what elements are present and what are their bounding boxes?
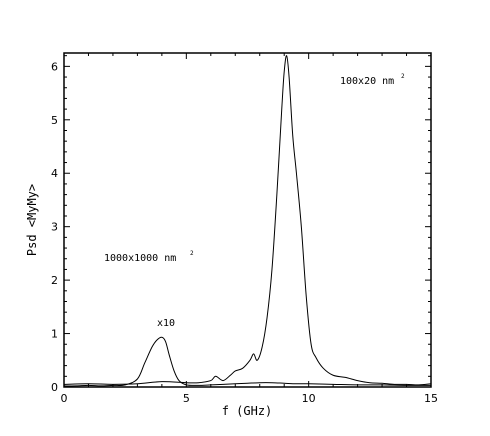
series-group <box>63 55 432 387</box>
y-axis-label: Psd <MyMy> <box>25 184 39 256</box>
annotation-100x20: 100x20 nm <box>340 76 394 87</box>
series-line-2 <box>63 55 432 386</box>
x-tick-label: 5 <box>183 392 190 405</box>
annotation-1000x1000: 1000x1000 nm <box>104 253 176 264</box>
series-line-1 <box>63 336 432 387</box>
plot-frame <box>63 52 432 388</box>
x-tick-label: 10 <box>302 392 316 405</box>
x-tick-label: 15 <box>424 392 438 405</box>
annotation-1000x1000-sup: 2 <box>190 250 194 257</box>
x-axis-label: f (GHz) <box>222 404 273 418</box>
axis-ticks: 0 5 10 15 0 1 2 3 4 5 6 <box>51 53 438 405</box>
y-tick-label: 2 <box>51 274 58 287</box>
y-tick-label: 3 <box>51 221 58 234</box>
y-tick-label: 0 <box>51 381 58 394</box>
annotation-x10: x10 <box>157 318 175 329</box>
annotation-100x20-sup: 2 <box>401 73 405 80</box>
y-tick-label: 5 <box>51 114 58 127</box>
y-tick-label: 1 <box>51 328 58 341</box>
x-tick-label: 0 <box>61 392 68 405</box>
y-tick-label: 6 <box>51 60 58 73</box>
y-tick-label: 4 <box>51 167 58 180</box>
